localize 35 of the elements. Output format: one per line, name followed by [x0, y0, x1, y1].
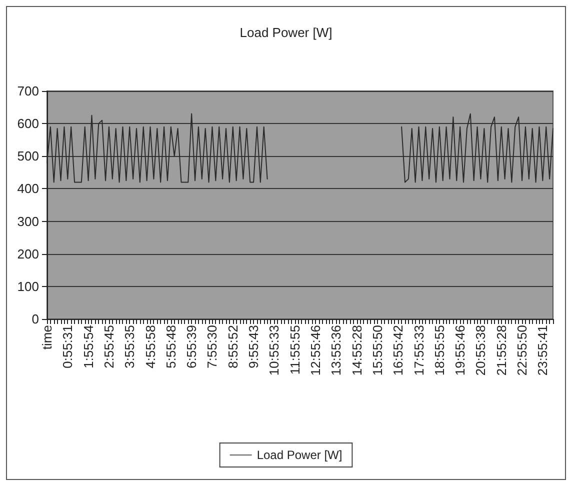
x-tick-label: 23:55:41 [535, 325, 550, 376]
x-tick-label: 7:55:30 [204, 325, 220, 368]
x-tick-label: 10:55:33 [266, 325, 282, 376]
x-tick-label: 12:55:46 [308, 325, 323, 376]
x-tick-label: 4:55:58 [142, 325, 158, 368]
y-tick-label: 400 [17, 181, 39, 196]
x-tick-label: 19:55:46 [452, 325, 468, 376]
y-tick-label: 700 [17, 84, 39, 98]
legend-label: Load Power [W] [256, 448, 342, 462]
x-tick-label: 17:55:33 [411, 325, 426, 376]
x-tick-label: time [40, 325, 54, 350]
y-tick-label: 0 [32, 312, 39, 326]
y-tick-label: 100 [17, 278, 39, 294]
x-tick-label: 21:55:28 [494, 325, 509, 376]
x-tick-label: 8:55:52 [225, 325, 240, 368]
y-tick-label: 300 [17, 214, 39, 229]
x-tick-label: 2:55:45 [101, 325, 116, 368]
x-tick-label: 0:55:31 [60, 325, 76, 368]
x-tick-label: 16:55:42 [390, 325, 406, 376]
chart-title: Load Power [W] [240, 25, 332, 40]
y-tick-label: 200 [17, 246, 39, 262]
y-tick-label: 600 [17, 116, 39, 132]
y-tick-label: 500 [17, 148, 39, 164]
x-tick-label: 6:55:39 [184, 325, 200, 368]
x-tick-label: 18:55:55 [432, 325, 447, 376]
x-tick-label: 3:55:35 [122, 325, 138, 368]
x-tick-label: 14:55:28 [349, 325, 364, 376]
x-tick-label: 13:55:36 [328, 325, 344, 376]
x-tick-label: 1:55:54 [80, 325, 96, 368]
x-tick-label: 9:55:43 [246, 325, 262, 368]
x-tick-label: 15:55:50 [370, 325, 385, 376]
x-tick-label: 11:55:55 [287, 325, 302, 375]
x-tick-label: 5:55:48 [163, 325, 178, 368]
x-tick-label: 20:55:38 [473, 325, 488, 376]
x-tick-label: 22:55:50 [514, 325, 530, 376]
